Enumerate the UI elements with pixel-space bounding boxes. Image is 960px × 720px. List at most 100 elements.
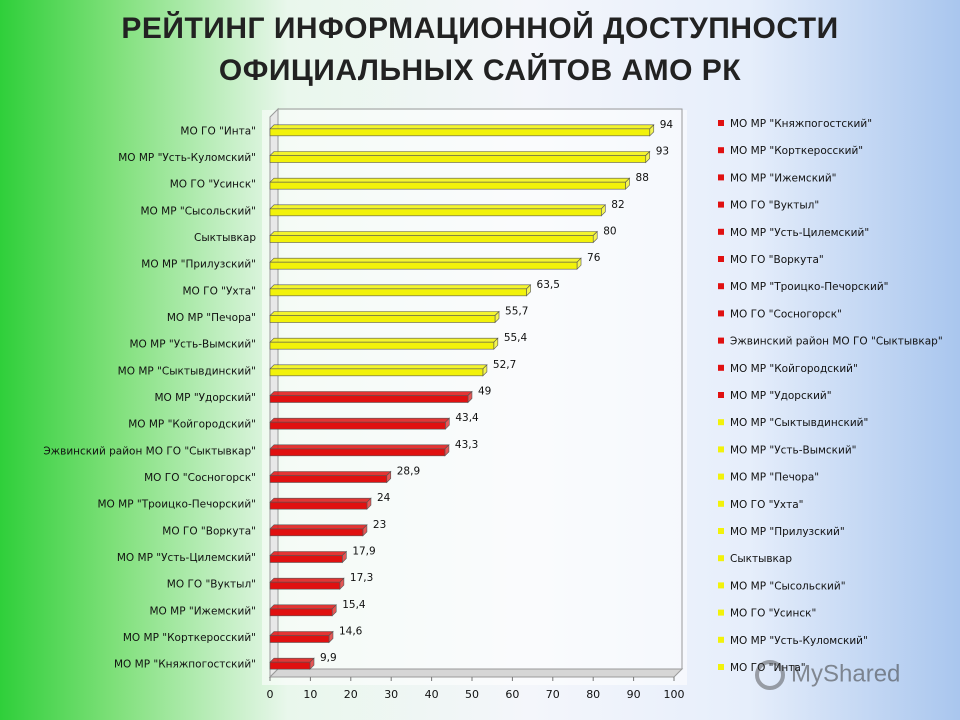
bar-value-label: 80 xyxy=(603,226,616,238)
legend-swatch xyxy=(718,419,724,426)
bar xyxy=(269,501,368,510)
x-tick-label: 20 xyxy=(344,688,358,701)
legend-label: МО ГО "Ухта" xyxy=(730,499,804,511)
x-tick-label: 100 xyxy=(664,688,685,701)
category-label: МО МР "Печора" xyxy=(167,312,256,324)
legend-label: МО МР "Усть-Вымский" xyxy=(730,444,857,456)
watermark-text: MyShared xyxy=(791,660,901,688)
bar xyxy=(269,208,602,217)
x-tick-label: 40 xyxy=(425,688,439,701)
bar-top xyxy=(269,551,348,556)
category-label: МО ГО "Усинск" xyxy=(170,179,256,191)
chart-title-line1: РЕЙТИНГ ИНФОРМАЦИОННОЙ ДОСТУПНОСТИ xyxy=(121,12,839,45)
legend-label: МО МР "Сыктывдинский" xyxy=(730,417,868,429)
category-label: МО МР "Ижемский" xyxy=(149,605,256,617)
bar-value-label: 82 xyxy=(611,199,624,211)
bar-top xyxy=(269,257,582,263)
category-label: МО МР "Княжпогостский" xyxy=(114,659,256,671)
bar-top xyxy=(269,204,607,210)
bar-top xyxy=(269,524,368,530)
bar-top xyxy=(269,444,450,450)
legend-swatch xyxy=(718,636,724,643)
x-tick-label: 10 xyxy=(303,688,317,701)
x-tick-label: 50 xyxy=(465,688,479,701)
legend-swatch xyxy=(718,664,724,670)
bar-top xyxy=(269,337,499,343)
bar-top xyxy=(269,497,372,503)
category-label: МО МР "Сысольский" xyxy=(140,205,256,217)
bar-top xyxy=(269,151,651,156)
x-tick-label: 0 xyxy=(267,688,274,701)
bar-value-label: 94 xyxy=(660,119,674,131)
plot-floor xyxy=(268,668,684,678)
legend-swatch xyxy=(718,582,724,589)
legend-swatch xyxy=(718,337,724,344)
bar-top xyxy=(269,657,315,663)
category-label: МО ГО "Сосногорск" xyxy=(144,472,256,484)
category-label: МО МР "Удорский" xyxy=(154,392,256,404)
bar-top xyxy=(269,631,334,636)
legend-swatch xyxy=(718,473,724,480)
category-label: МО МР "Усть-Вымский" xyxy=(130,339,257,351)
legend-label: МО МР "Сысольский" xyxy=(730,580,846,592)
bar-top xyxy=(269,391,473,396)
bar-value-label: 88 xyxy=(636,172,649,184)
bar xyxy=(269,128,651,137)
legend-label: МО МР "Прилузский" xyxy=(730,526,845,538)
category-label: МО ГО "Ухта" xyxy=(183,285,257,297)
legend-label: МО ГО "Усинск" xyxy=(730,608,816,620)
legend-label: МО МР "Троицко-Печорский" xyxy=(730,281,889,293)
bar-top xyxy=(269,577,345,583)
bar-value-label: 9,9 xyxy=(320,652,337,664)
bar-value-label: 43,3 xyxy=(455,439,478,451)
bar-value-label: 55,4 xyxy=(504,332,528,344)
bar-value-label: 15,4 xyxy=(342,599,366,611)
bar-value-label: 55,7 xyxy=(505,306,528,318)
bar-top xyxy=(269,231,598,236)
bar-value-label: 76 xyxy=(587,252,601,264)
bar-value-label: 17,9 xyxy=(352,546,375,558)
plot-back-wall xyxy=(277,108,683,670)
category-label: Сыктывкар xyxy=(194,232,256,244)
legend-swatch xyxy=(718,555,724,562)
category-label: МО ГО "Воркута" xyxy=(162,525,256,537)
legend-swatch xyxy=(718,228,724,235)
bar-value-label: 28,9 xyxy=(397,466,420,478)
legend-swatch xyxy=(718,283,724,290)
bar-top xyxy=(269,417,451,423)
legend-label: Эжвинский район МО ГО "Сыктывкар" xyxy=(730,336,943,348)
bar xyxy=(269,288,527,297)
legend-swatch xyxy=(718,310,724,317)
x-tick-label: 90 xyxy=(627,688,641,701)
watermark: MyShared xyxy=(755,660,900,690)
legend-label: МО МР "Корткеросский" xyxy=(730,145,863,157)
legend-label: МО МР "Ижемский" xyxy=(730,172,837,184)
bar xyxy=(269,448,446,457)
bar-value-label: 52,7 xyxy=(493,359,516,371)
bar xyxy=(269,341,495,350)
bar xyxy=(269,235,594,243)
bar-value-label: 23 xyxy=(373,519,386,531)
legend-swatch xyxy=(718,120,724,126)
bar xyxy=(269,608,333,617)
bar xyxy=(269,395,469,403)
legend-swatch xyxy=(718,174,724,181)
x-tick-label: 60 xyxy=(505,688,519,701)
chart-title-line2: ОФИЦИАЛЬНЫХ САЙТОВ АМО РК xyxy=(218,54,742,87)
watermark-logo-icon xyxy=(755,660,785,690)
category-label: МО ГО "Инта" xyxy=(180,125,256,137)
x-tick-label: 30 xyxy=(384,688,398,701)
legend-swatch xyxy=(718,392,724,398)
bar xyxy=(269,475,388,483)
bar-value-label: 49 xyxy=(478,386,491,398)
bar xyxy=(269,181,626,190)
category-label: МО МР "Корткеросский" xyxy=(123,632,256,644)
legend-swatch xyxy=(718,528,724,534)
legend-label: МО МР "Печора" xyxy=(730,472,819,484)
bar-top xyxy=(269,311,500,316)
bar xyxy=(269,155,647,163)
category-label: МО МР "Прилузский" xyxy=(141,259,256,271)
category-label: Эжвинский район МО ГО "Сыктывкар" xyxy=(43,445,256,457)
bar xyxy=(269,315,496,323)
